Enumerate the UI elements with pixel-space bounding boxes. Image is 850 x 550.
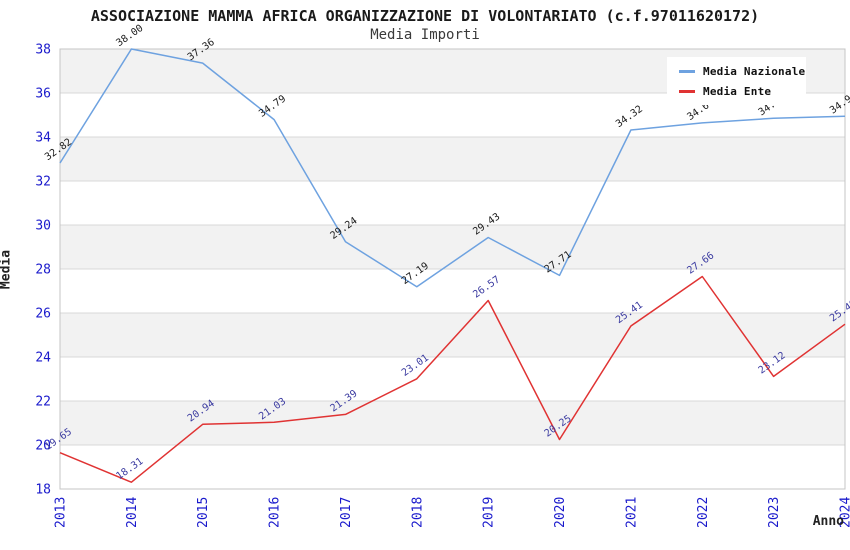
y-tick-label: 22	[35, 395, 51, 410]
legend-label: Media Ente	[703, 84, 772, 98]
chart-subtitle: Media Importi	[370, 27, 480, 43]
legend-item-media-ente: Media Ente	[679, 85, 806, 98]
plot-band	[60, 137, 845, 181]
plot-band	[60, 401, 845, 445]
y-tick-label: 38	[35, 43, 51, 58]
series-line-media-ente	[59, 275, 846, 483]
x-tick-label: 2021	[624, 497, 639, 528]
x-tick-label: 2015	[196, 497, 211, 528]
y-tick-label: 18	[35, 483, 51, 498]
media-nazionale-line-swatch-icon	[679, 69, 695, 73]
y-axis-title: Media	[0, 249, 14, 290]
y-tick-label: 24	[35, 351, 51, 366]
chart-title: ASSOCIAZIONE MAMMA AFRICA ORGANIZZAZIONE…	[90, 7, 760, 25]
y-tick-label: 36	[35, 87, 51, 102]
point-label: 26.57	[471, 274, 502, 300]
x-tick-label: 2017	[339, 497, 354, 528]
x-tick-label: 2016	[268, 497, 283, 528]
x-tick-label: 2024	[839, 497, 850, 528]
y-tick-label: 32	[35, 175, 51, 190]
x-tick-label: 2023	[767, 497, 782, 528]
chart-legend: Media Nazionale Media Ente	[667, 57, 806, 105]
plot-border	[59, 48, 846, 490]
y-tick-label: 28	[35, 263, 51, 278]
x-tick-label: 2018	[410, 497, 425, 528]
x-axis-title: Anno	[812, 514, 844, 529]
y-tick-label: 20	[35, 439, 51, 454]
media-ente-line-swatch-icon	[679, 89, 695, 93]
x-tick-label: 2019	[482, 497, 497, 528]
point-label: 34.32	[614, 104, 645, 130]
point-label: 38.00	[114, 23, 145, 49]
y-tick-label: 26	[35, 307, 51, 322]
y-tick-label: 30	[35, 219, 51, 234]
x-tick-label: 2014	[125, 497, 140, 528]
point-label: 34.79	[257, 93, 288, 119]
plot-band	[60, 313, 845, 357]
point-label: 25.49	[828, 298, 850, 324]
point-label: 34.94	[828, 90, 850, 116]
x-tick-label: 2013	[54, 497, 69, 528]
series-line-media-nazionale	[59, 48, 846, 288]
y-tick-label: 34	[35, 131, 51, 146]
point-label: 18.31	[114, 456, 145, 482]
legend-item-media-nazionale: Media Nazionale	[679, 65, 806, 78]
legend-label: Media Nazionale	[703, 64, 806, 78]
x-tick-label: 2020	[553, 497, 568, 528]
x-tick-label: 2022	[696, 497, 711, 528]
